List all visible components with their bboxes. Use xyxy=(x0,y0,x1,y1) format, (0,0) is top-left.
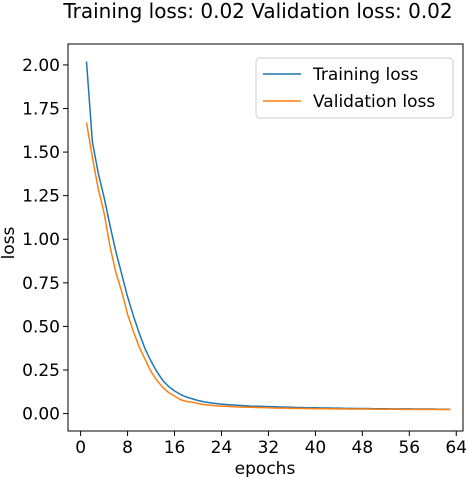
y-tick-label: 0.50 xyxy=(22,317,60,337)
axes-frame xyxy=(67,43,464,432)
x-axis-label: epochs xyxy=(235,459,296,477)
legend: Training loss Validation loss xyxy=(255,57,454,119)
y-tick-label: 1.50 xyxy=(22,143,60,163)
y-axis: 0.00 0.25 0.50 0.75 1.00 1.25 1.50 1.75 2.00 xyxy=(22,56,68,425)
y-tick-label: 0.25 xyxy=(22,361,60,381)
x-tick-label: 24 xyxy=(211,438,233,458)
legend-box xyxy=(255,57,454,119)
x-tick-label: 64 xyxy=(445,438,467,458)
x-axis: 0 8 16 24 32 40 48 56 64 xyxy=(75,431,467,458)
y-tick-label: 1.00 xyxy=(22,230,60,250)
x-tick-label: 48 xyxy=(352,438,374,458)
x-tick-label: 40 xyxy=(305,438,327,458)
x-tick-label: 56 xyxy=(398,438,420,458)
y-tick-label: 2.00 xyxy=(22,56,60,76)
x-tick-label: 32 xyxy=(258,438,280,458)
y-tick-label: 0.75 xyxy=(22,274,60,294)
x-tick-label: 16 xyxy=(164,438,186,458)
x-tick-label: 8 xyxy=(122,438,133,458)
legend-label-training: Training loss xyxy=(312,65,418,85)
y-tick-label: 1.25 xyxy=(22,187,60,207)
series-line-validation-loss xyxy=(85,122,451,411)
y-axis-label: loss xyxy=(0,226,19,259)
y-tick-label: 1.75 xyxy=(22,100,60,120)
chart-title: Training loss: 0.02 Validation loss: 0.0… xyxy=(62,0,452,23)
plot-area xyxy=(85,61,451,411)
y-tick-label: 0.00 xyxy=(22,405,60,425)
legend-label-validation: Validation loss xyxy=(313,92,435,112)
x-tick-label: 0 xyxy=(75,438,86,458)
